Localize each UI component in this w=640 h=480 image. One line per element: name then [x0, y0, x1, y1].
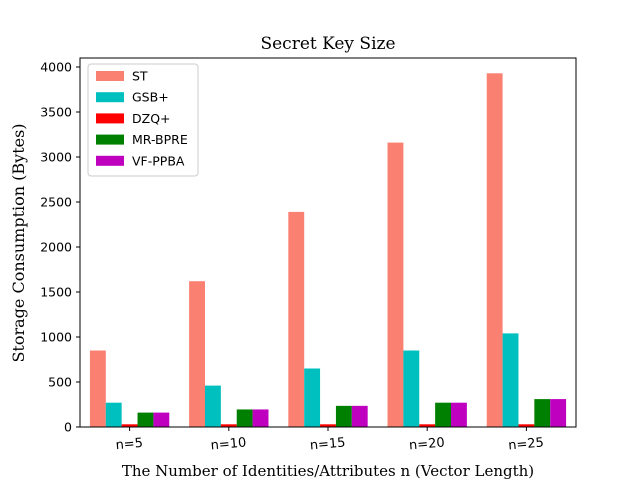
bar-mr-bpre-0: [137, 412, 154, 427]
bar-st-2: [288, 211, 305, 427]
bar-dzq--1: [220, 424, 237, 427]
y-tick-label: 1000: [40, 330, 72, 345]
y-axis-label: Storage Consumption (Bytes): [9, 123, 28, 362]
x-tick-label: n=20: [408, 435, 445, 453]
bar-mr-bpre-4: [534, 399, 551, 427]
x-tick-label: n=15: [309, 435, 346, 453]
bars-group: [89, 73, 567, 428]
chart-title: Secret Key Size: [260, 34, 395, 54]
legend-swatch: [96, 92, 124, 103]
bar-gsb--2: [304, 368, 321, 427]
bar-st-3: [387, 142, 404, 427]
y-tick-label: 4000: [40, 60, 72, 75]
legend-swatch: [96, 113, 124, 124]
legend-label: VF-PPBA: [132, 153, 185, 168]
legend-label: MR-BPRE: [132, 132, 188, 147]
y-tick-label: 3000: [40, 150, 72, 165]
legend-swatch: [96, 155, 124, 166]
x-tick-label: n=5: [115, 436, 144, 453]
bar-dzq--4: [518, 424, 535, 427]
y-tick-label: 2500: [40, 195, 72, 210]
legend-box: [87, 63, 199, 177]
bar-st-1: [189, 281, 205, 427]
bar-vf-ppba-4: [550, 399, 567, 427]
bar-vf-ppba-0: [153, 412, 170, 427]
x-axis-label: The Number of Identities/Attributes n (V…: [122, 462, 534, 480]
bar-vf-ppba-3: [451, 402, 467, 427]
bar-st-0: [89, 350, 106, 427]
legend-label: ST: [132, 69, 148, 84]
x-tick-label: n=25: [508, 435, 545, 453]
legend: ST GSB+ DZQ+ MR-BPRE VF-PPBA: [87, 63, 199, 177]
bar-mr-bpre-3: [435, 402, 452, 427]
y-tick-label: 1500: [40, 285, 72, 300]
bar-vf-ppba-1: [252, 409, 269, 427]
legend-label: GSB+: [132, 90, 169, 105]
axes-group: 0 500 1000 1500 2000 2500 3000 3500 4000 n=5 n=10 n…: [40, 57, 577, 454]
bar-mr-bpre-2: [335, 405, 352, 427]
legend-swatch: [96, 71, 124, 81]
bar-dzq--0: [121, 424, 138, 427]
bar-vf-ppba-2: [351, 405, 368, 427]
bar-mr-bpre-1: [236, 409, 253, 427]
legend-label: DZQ+: [132, 111, 171, 126]
bar-gsb--1: [204, 385, 221, 427]
y-tick-label: 500: [48, 375, 72, 390]
bar-st-4: [486, 73, 503, 428]
y-tick-label: 2000: [40, 240, 72, 255]
bar-dzq--2: [320, 424, 336, 427]
legend-swatch: [96, 134, 124, 145]
x-tick-label: n=10: [210, 435, 247, 453]
bar-gsb--0: [105, 402, 122, 427]
bar-gsb--3: [403, 350, 420, 427]
bar-gsb--4: [502, 333, 519, 427]
bar-dzq--3: [419, 424, 436, 427]
y-tick-label: 0: [64, 420, 72, 435]
y-tick-label: 3500: [40, 105, 72, 120]
